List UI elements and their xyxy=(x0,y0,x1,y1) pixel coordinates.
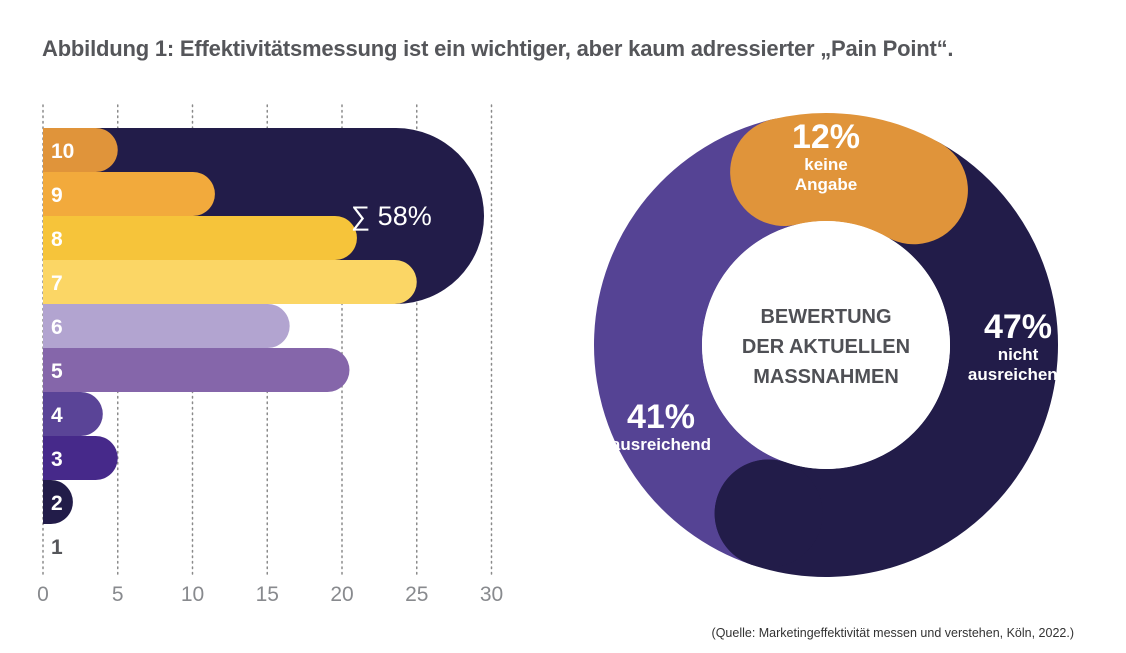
bar-category-label: 2 xyxy=(51,492,63,515)
bar xyxy=(43,172,215,216)
x-tick-label: 25 xyxy=(405,583,428,606)
source-note: (Quelle: Marketingeffektivität messen un… xyxy=(711,626,1074,640)
bar xyxy=(43,128,118,172)
donut-slice-label: ausreichend xyxy=(968,365,1068,384)
bar xyxy=(43,480,73,524)
donut-slice xyxy=(594,117,839,568)
donut-center-label: MASSNAHMEN xyxy=(753,366,899,388)
bar xyxy=(43,260,417,304)
donut-center-label: DER AKTUELLEN xyxy=(742,336,910,358)
bar xyxy=(43,436,118,480)
x-tick-label: 20 xyxy=(330,583,353,606)
donut-slice-label: nicht xyxy=(998,345,1039,364)
group-highlight-label: ∑ 58% xyxy=(351,201,432,231)
bar-category-label: 10 xyxy=(51,140,74,163)
x-tick-label: 5 xyxy=(112,583,124,606)
donut-slice-label: keine xyxy=(804,155,847,174)
x-tick-label: 30 xyxy=(480,583,503,606)
bar-category-label: 5 xyxy=(51,360,63,383)
donut-center-label: BEWERTUNG xyxy=(760,306,891,328)
x-tick-label: 10 xyxy=(181,583,204,606)
donut-slice-value: 47% xyxy=(984,308,1052,346)
bar-category-label: 1 xyxy=(51,536,63,559)
bar xyxy=(43,304,290,348)
bar xyxy=(43,392,103,436)
chart-title: Abbildung 1: Effektivitätsmessung ist ei… xyxy=(42,36,954,61)
donut-hole xyxy=(702,221,950,469)
bar xyxy=(43,216,357,260)
x-tick-label: 15 xyxy=(256,583,279,606)
donut-slice-value: 12% xyxy=(792,118,860,156)
donut-slice-label: ausreichend xyxy=(611,435,711,454)
donut-slice xyxy=(714,136,1058,577)
bar-category-label: 8 xyxy=(51,228,63,251)
x-tick-label: 0 xyxy=(37,583,49,606)
donut-slice xyxy=(730,113,968,245)
donut-slice-value: 41% xyxy=(627,398,695,436)
donut-slice-label: Angabe xyxy=(795,175,857,194)
bar-category-label: 3 xyxy=(51,448,63,471)
bar-category-label: 4 xyxy=(51,404,63,427)
bar-category-label: 6 xyxy=(51,316,63,339)
bar-category-label: 9 xyxy=(51,184,63,207)
bar-category-label: 7 xyxy=(51,272,63,295)
donut-slice-cap xyxy=(714,459,823,568)
bar xyxy=(43,348,350,392)
